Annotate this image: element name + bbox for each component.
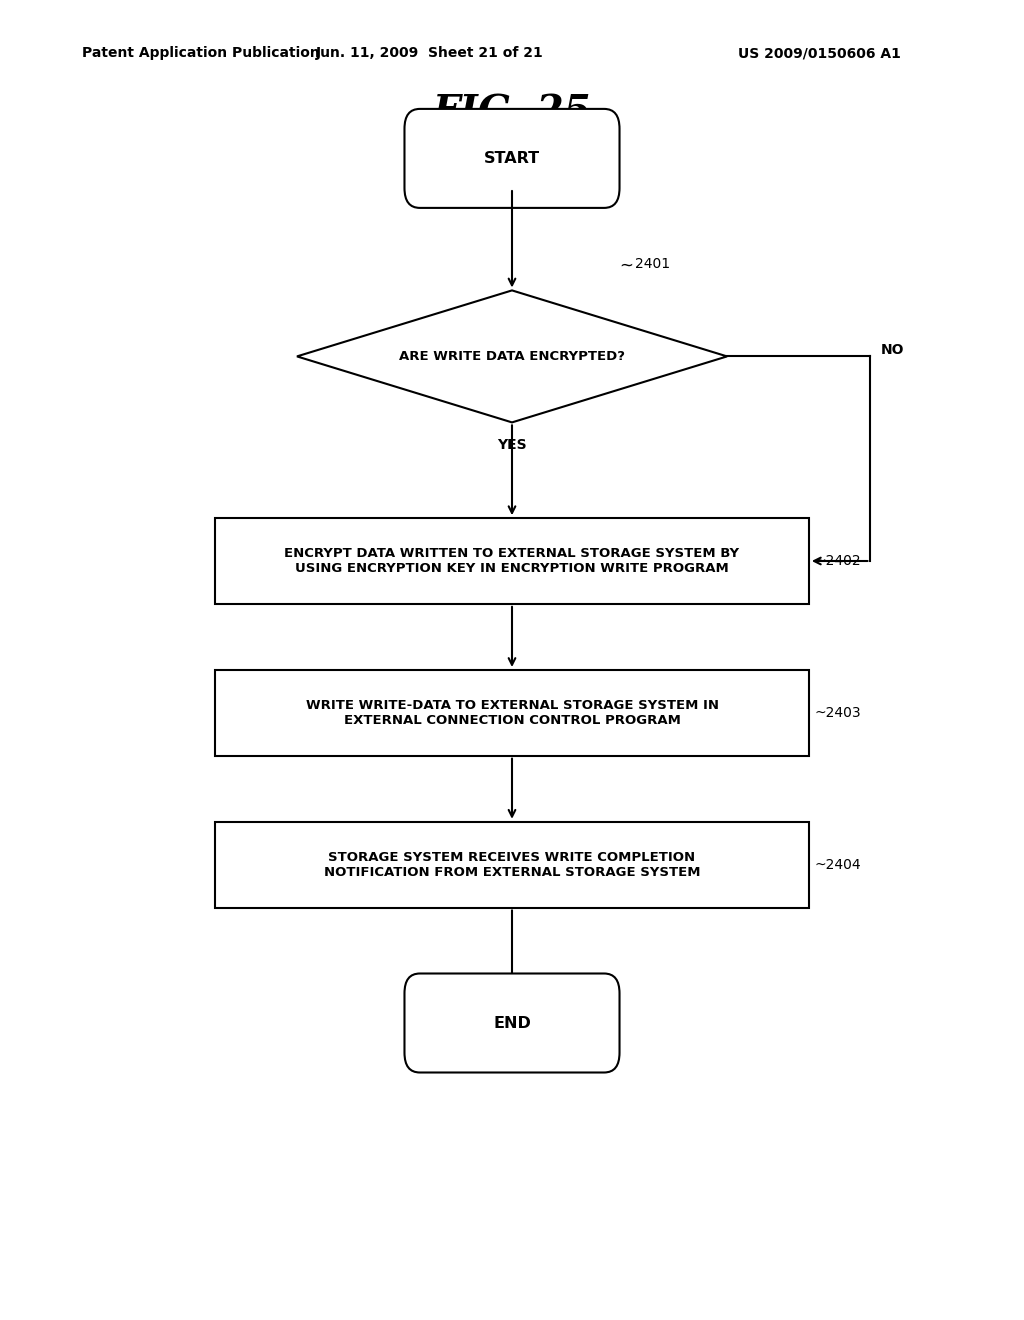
Text: US 2009/0150606 A1: US 2009/0150606 A1 xyxy=(738,46,901,61)
Text: STORAGE SYSTEM RECEIVES WRITE COMPLETION
NOTIFICATION FROM EXTERNAL STORAGE SYST: STORAGE SYSTEM RECEIVES WRITE COMPLETION… xyxy=(324,850,700,879)
Text: ~2404: ~2404 xyxy=(814,858,861,871)
Bar xyxy=(215,671,809,755)
Text: ~: ~ xyxy=(620,256,634,275)
Text: YES: YES xyxy=(498,438,526,453)
Text: 2401: 2401 xyxy=(635,256,670,271)
Text: ~2402: ~2402 xyxy=(814,554,861,568)
Text: Jun. 11, 2009  Sheet 21 of 21: Jun. 11, 2009 Sheet 21 of 21 xyxy=(316,46,544,61)
Text: FIG. 25: FIG. 25 xyxy=(433,94,591,131)
Bar xyxy=(215,821,809,908)
Text: ARE WRITE DATA ENCRYPTED?: ARE WRITE DATA ENCRYPTED? xyxy=(399,350,625,363)
FancyBboxPatch shape xyxy=(404,974,620,1072)
Text: WRITE WRITE-DATA TO EXTERNAL STORAGE SYSTEM IN
EXTERNAL CONNECTION CONTROL PROGR: WRITE WRITE-DATA TO EXTERNAL STORAGE SYS… xyxy=(305,698,719,727)
FancyBboxPatch shape xyxy=(404,110,620,207)
Text: END: END xyxy=(494,1015,530,1031)
Polygon shape xyxy=(297,290,727,422)
Text: START: START xyxy=(484,150,540,166)
Text: ~2403: ~2403 xyxy=(814,706,861,719)
Text: NO: NO xyxy=(881,343,904,356)
Bar xyxy=(215,519,809,605)
Text: ENCRYPT DATA WRITTEN TO EXTERNAL STORAGE SYSTEM BY
USING ENCRYPTION KEY IN ENCRY: ENCRYPT DATA WRITTEN TO EXTERNAL STORAGE… xyxy=(285,546,739,576)
Text: Patent Application Publication: Patent Application Publication xyxy=(82,46,319,61)
